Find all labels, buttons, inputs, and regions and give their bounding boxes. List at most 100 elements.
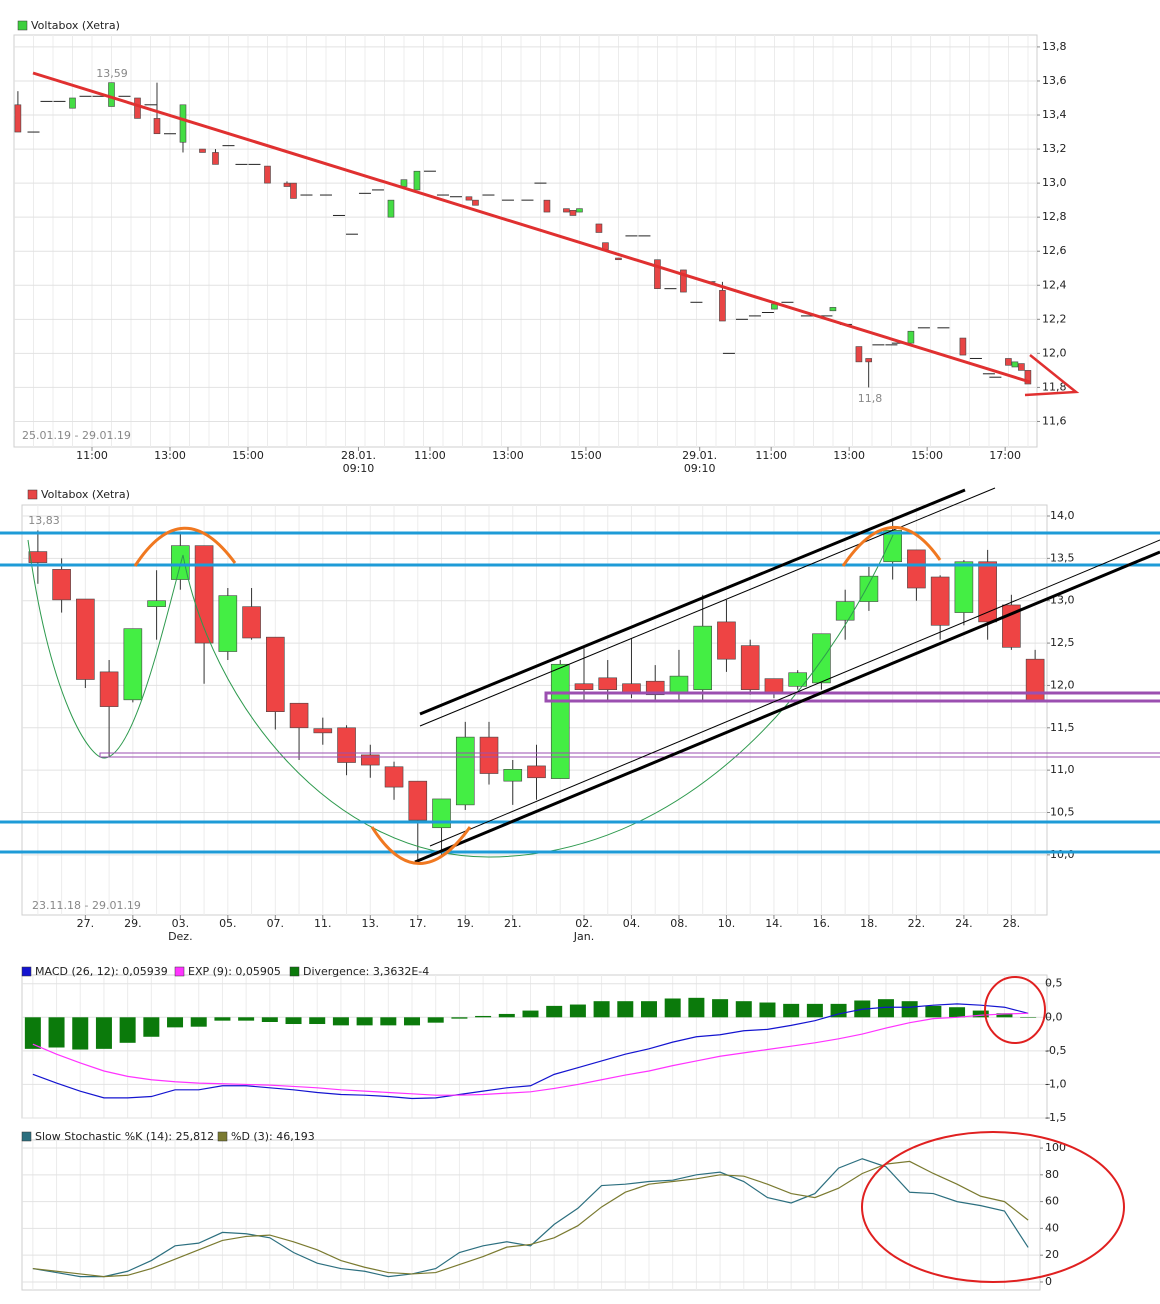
candle-body — [99, 671, 119, 707]
y-tick-label: 13,8 — [1042, 40, 1067, 53]
candle-body — [266, 636, 285, 712]
candle-body — [574, 683, 594, 690]
x-tick-label: 11:00 — [755, 449, 788, 462]
annotation: 23.11.18 - 29.01.19 — [32, 899, 141, 912]
candle-body — [978, 561, 997, 623]
bar — [427, 1017, 444, 1023]
candle-body — [1018, 363, 1025, 371]
bar — [214, 1017, 231, 1021]
candle-body — [28, 551, 48, 563]
candle-body — [669, 675, 689, 695]
drawings — [0, 71, 1160, 1283]
bar — [972, 1010, 989, 1018]
candle-body — [290, 182, 297, 199]
candle-body — [69, 97, 76, 109]
x-tick-label: 10. — [717, 917, 736, 930]
candle-body — [930, 576, 950, 626]
y-tick-label: 11,6 — [1042, 414, 1067, 427]
bar — [309, 1017, 326, 1025]
candle-body — [740, 645, 760, 690]
candle-body — [413, 170, 421, 191]
candle-body — [907, 330, 915, 344]
candle-body — [179, 104, 187, 143]
y-tick-label: 0 — [1045, 1275, 1052, 1288]
curve — [27, 534, 894, 858]
bar — [143, 1017, 160, 1037]
x-tick-label: 15:00 — [911, 449, 944, 462]
candle-body — [835, 601, 855, 621]
arc — [133, 526, 237, 567]
x-tick-label: 13. — [361, 917, 380, 930]
bar — [617, 1001, 634, 1018]
candle-body — [503, 768, 523, 782]
y-tick-label: 12,8 — [1042, 210, 1067, 223]
annotation: 25.01.19 - 29.01.19 — [22, 429, 131, 442]
candle-body — [563, 208, 570, 213]
candle-body — [134, 97, 141, 119]
panel-frame — [21, 974, 1048, 1119]
candle-body — [654, 259, 661, 289]
candle-body — [907, 549, 926, 589]
y-tick-label: 12,4 — [1042, 278, 1067, 291]
candle-body — [313, 728, 333, 734]
candle-body — [337, 727, 356, 763]
bar — [593, 1001, 610, 1018]
candle-body — [717, 621, 736, 660]
candle-body — [788, 672, 807, 687]
x-tick-label: 13:00 — [833, 449, 866, 462]
trend-line — [32, 71, 1031, 384]
bar — [167, 1017, 184, 1028]
y-tick-label: -1,5 — [1045, 1111, 1066, 1124]
line — [32, 1012, 1029, 1096]
annotation: 13,59 — [96, 67, 128, 80]
candle-body — [865, 358, 872, 363]
candle-body — [550, 663, 570, 779]
bar — [451, 1017, 468, 1019]
candle-body — [812, 633, 831, 684]
y-tick-label: 13,2 — [1042, 142, 1067, 155]
y-tick-label: 12,6 — [1042, 244, 1067, 257]
y-tick-label: 60 — [1045, 1195, 1059, 1208]
x-tick-label: 15:00 — [570, 449, 602, 462]
x-tick-label: 11:00 — [414, 449, 446, 462]
bar — [48, 1017, 65, 1048]
legend-label: EXP (9): 0,05905 — [188, 965, 281, 978]
legend-swatch — [217, 1131, 228, 1142]
candle-body — [1024, 370, 1032, 385]
bar — [901, 1001, 918, 1018]
x-tick-label: 28. — [1002, 917, 1021, 930]
x-tick-label: 17. — [409, 917, 427, 930]
x-tick-label: 04. — [622, 917, 641, 930]
bar — [735, 1001, 752, 1018]
y-tick-label: -1,0 — [1045, 1077, 1066, 1090]
bar — [664, 998, 681, 1018]
x-tick-label: 16. — [812, 917, 831, 930]
bar — [119, 1017, 136, 1043]
y-tick-label: 40 — [1045, 1221, 1059, 1234]
candle-body — [527, 765, 546, 779]
candle-body — [289, 702, 309, 729]
bar — [546, 1005, 563, 1018]
bar — [1020, 1017, 1037, 1018]
candle-body — [1011, 361, 1019, 368]
candle-body — [283, 182, 291, 187]
y-tick-label: 14,0 — [1050, 509, 1075, 522]
candle-body — [147, 600, 166, 607]
candle-body — [14, 104, 22, 133]
y-tick-label: 12,5 — [1050, 636, 1075, 649]
bar — [688, 997, 705, 1018]
x-tick-label: 07. — [266, 917, 285, 930]
bar — [949, 1007, 966, 1018]
y-tick-label: 13,4 — [1042, 108, 1067, 121]
legend-label: Divergence: 3,3632E-4 — [303, 965, 429, 978]
y-tick-label: 13,6 — [1042, 74, 1067, 87]
channel-line — [414, 550, 1160, 864]
candle-body — [622, 683, 641, 693]
y-tick-label: 12,2 — [1042, 312, 1067, 325]
y-tick-label: -0,5 — [1045, 1044, 1066, 1057]
candle-body — [360, 754, 380, 766]
y-tick-label: 12,0 — [1050, 678, 1075, 691]
candle-body — [171, 545, 190, 580]
